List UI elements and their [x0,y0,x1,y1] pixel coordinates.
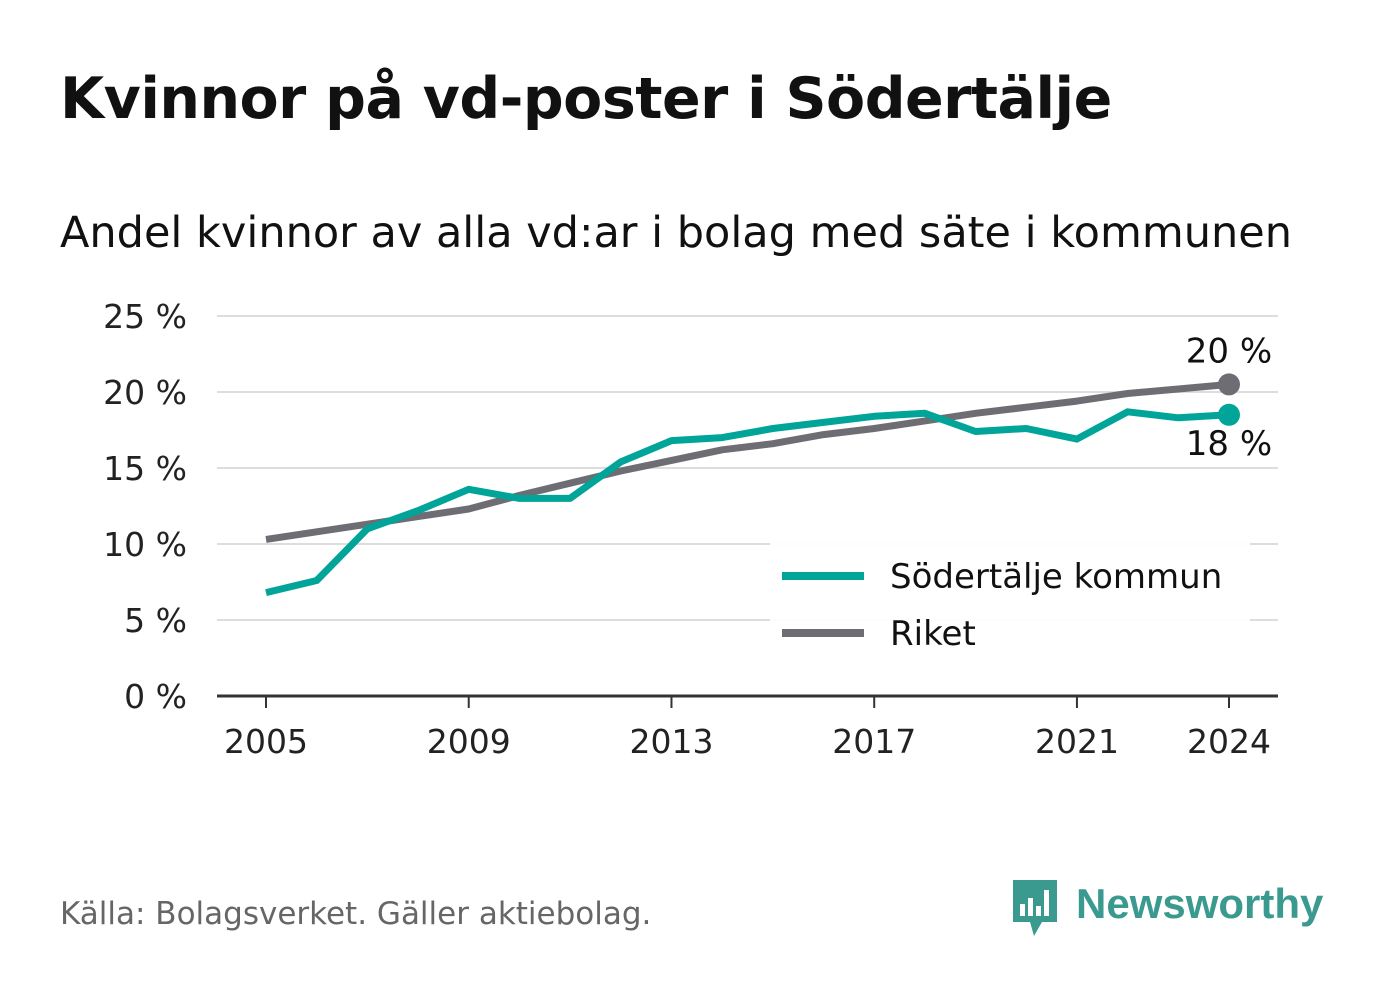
end-label-sodertalje: 18 % [1186,424,1272,464]
x-tick-label: 2024 [1187,722,1271,761]
y-tick-labels: 0 % 5 % 10 % 15 % 20 % 25 % [103,297,187,716]
x-tick-labels: 2005 2009 2013 2017 2021 2024 [224,696,1271,761]
source-note: Källa: Bolagsverket. Gäller aktiebolag. [60,896,652,932]
x-tick-label: 2013 [629,722,713,761]
end-label-riket: 20 % [1186,331,1272,371]
y-tick-label: 20 % [103,373,187,412]
x-tick-label: 2009 [427,722,511,761]
brand-name: Newsworthy [1076,880,1324,927]
legend: Södertälje kommun Riket [770,543,1250,654]
y-tick-label: 5 % [124,601,187,640]
end-point-riket [1218,373,1240,396]
y-tick-label: 15 % [103,449,187,488]
x-tick-label: 2017 [832,722,916,761]
y-tick-label: 0 % [124,677,187,716]
legend-label: Riket [890,614,976,654]
series-line-sodertalje [265,408,1230,597]
x-tick-label: 2021 [1035,722,1119,761]
series-line-riket [265,380,1230,543]
end-point-sodertalje [1218,403,1240,426]
y-tick-label: 10 % [103,525,187,564]
newsworthy-logo-icon [1013,880,1057,936]
x-tick-label: 2005 [224,722,308,761]
y-tick-label: 25 % [103,297,187,336]
chart-title: Kvinnor på vd-poster i Södertälje [60,66,1112,132]
legend-label: Södertälje kommun [890,557,1222,597]
chart-subtitle: Andel kvinnor av alla vd:ar i bolag med … [60,208,1292,258]
end-labels: 18 % 20 % [1186,331,1272,463]
newsworthy-logo: Newsworthy [1010,878,1323,938]
line-chart: 0 %5 %10 %15 %20 %25 % 2005 2009 2013 2017 2… [103,297,1278,761]
series-lines [265,373,1240,597]
